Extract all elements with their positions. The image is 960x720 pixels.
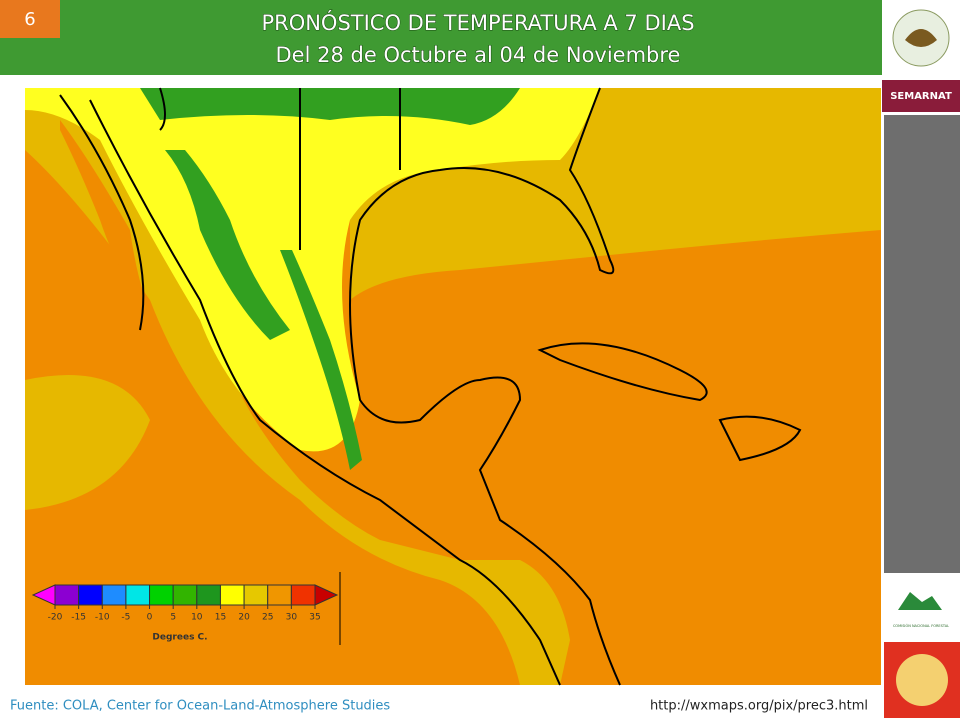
legend-tick-label: 25 xyxy=(262,613,273,623)
legend-swatch xyxy=(78,584,103,606)
legend-swatch xyxy=(101,584,127,606)
coastlines xyxy=(59,87,802,686)
logo-caption: COMISIÓN NACIONAL FORESTAL xyxy=(893,623,949,628)
legend-swatch xyxy=(267,584,292,606)
baja-band xyxy=(60,120,160,330)
slide-number-box xyxy=(0,0,60,38)
url: http://wxmaps.org/pix/prec3.html xyxy=(650,699,868,714)
source: Fuente: COLA, Center for Ocean-Land-Atmo… xyxy=(10,699,390,714)
legend-swatch xyxy=(149,584,174,606)
north-green xyxy=(140,88,520,125)
title: PRONÓSTICO DE TEMPERATURA A 7 DIAS xyxy=(261,10,694,35)
legend-tick-label: 30 xyxy=(286,613,298,623)
legend-tick-label: -20 xyxy=(48,613,63,623)
legend-tick-label: 5 xyxy=(170,613,176,623)
legend-label: Degrees C. xyxy=(152,633,207,643)
agency: SEMARNAT xyxy=(890,91,952,102)
sierra-occidental xyxy=(165,150,290,340)
conafor-mark xyxy=(898,592,942,610)
sierra-oriental xyxy=(280,250,362,470)
legend-swatch xyxy=(290,584,316,606)
legend-tick-label: 15 xyxy=(215,613,226,623)
legend: Degrees C. -20 -15 -10 -5 0 5 10 15 20 25 30 35 xyxy=(31,572,341,645)
legend-swatch xyxy=(243,584,269,606)
legend-tick-label: -15 xyxy=(71,613,86,623)
legend-tick-label: 20 xyxy=(238,613,250,623)
legend-tick-label: -10 xyxy=(95,613,110,623)
mascot xyxy=(896,654,948,706)
subtitle: Del 28 de Octubre al 04 de Noviembre xyxy=(276,43,681,67)
slide-number: 6 xyxy=(24,9,35,30)
emblem-eagle xyxy=(905,29,937,47)
legend-swatch xyxy=(54,584,80,606)
agency-bar xyxy=(882,80,960,112)
legend-tick-label: 0 xyxy=(147,613,153,623)
legend-tick-label: -5 xyxy=(121,613,130,623)
land-yellow xyxy=(25,88,600,452)
header-bar xyxy=(0,0,882,75)
legend-arrow xyxy=(314,584,339,606)
legend-swatch xyxy=(196,584,221,606)
legend-swatch xyxy=(125,584,151,606)
legend-tick-label: 10 xyxy=(191,613,203,623)
legend-tick-label: 35 xyxy=(309,613,320,623)
sidebar-panel xyxy=(884,115,960,573)
pacific-band xyxy=(25,375,150,510)
legend-swatch xyxy=(172,584,198,606)
legend-swatch xyxy=(219,584,245,606)
